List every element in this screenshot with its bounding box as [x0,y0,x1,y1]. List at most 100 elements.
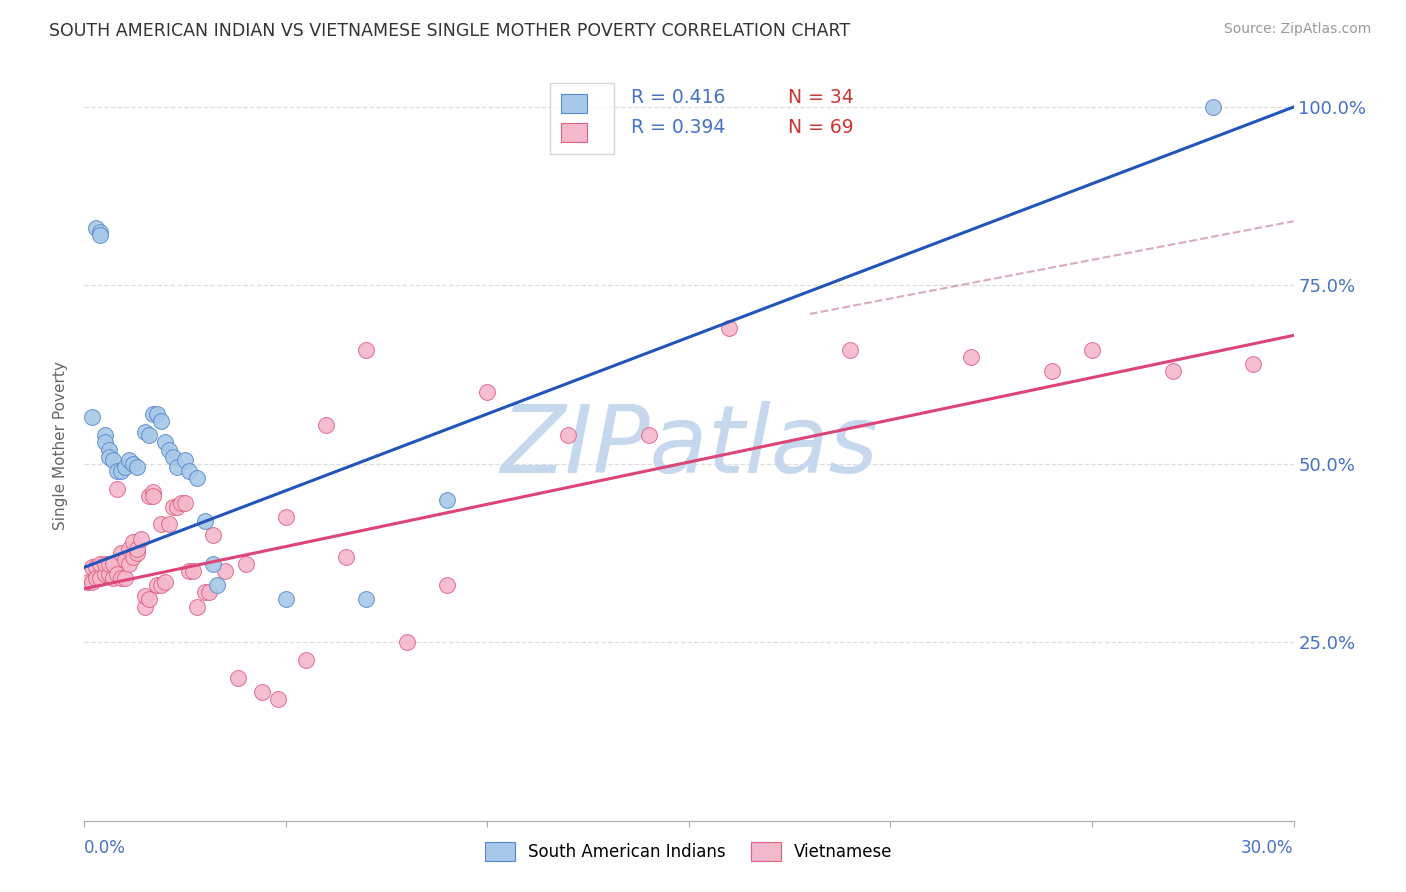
Point [557,428,579,442]
Point [134,599,156,614]
Text: R = 0.394: R = 0.394 [631,118,725,137]
Point [162,450,184,464]
Point [121,549,143,564]
Point [86,221,108,235]
Point [179,464,201,478]
Point [166,500,188,514]
Point [82,560,104,574]
Point [202,528,225,542]
Point [436,578,458,592]
Point [77,574,100,589]
Point [93,435,115,450]
Point [250,685,273,699]
Point [101,557,124,571]
Point [274,510,297,524]
Point [960,350,983,364]
Text: N = 34: N = 34 [789,88,853,107]
Point [194,514,217,528]
Point [274,592,297,607]
Point [295,653,318,667]
Point [186,471,208,485]
Point [86,571,108,585]
Point [82,410,104,425]
Text: SOUTH AMERICAN INDIAN VS VIETNAMESE SINGLE MOTHER POVERTY CORRELATION CHART: SOUTH AMERICAN INDIAN VS VIETNAMESE SING… [49,22,851,40]
Point [93,567,115,582]
Point [114,571,136,585]
Point [174,453,197,467]
Point [105,567,128,582]
Point [125,546,148,560]
Point [395,635,418,649]
Text: ZIPatlas: ZIPatlas [501,401,877,491]
Point [146,407,169,421]
Point [118,542,141,557]
Point [436,492,458,507]
Point [142,407,165,421]
Point [1241,357,1264,371]
Point [114,553,136,567]
Point [356,592,378,607]
Point [118,453,141,467]
Point [86,560,108,574]
Point [114,460,136,475]
Point [134,589,156,603]
Point [198,585,221,599]
Point [97,450,120,464]
Point [1040,364,1063,378]
Point [129,532,152,546]
Point [138,592,160,607]
Point [97,567,120,582]
Point [170,496,193,510]
Text: 30.0%: 30.0% [1241,839,1294,857]
Point [1161,364,1184,378]
Point [105,464,128,478]
Point [105,482,128,496]
Text: 0.0%: 0.0% [84,839,127,857]
Point [110,546,132,560]
Text: R = 0.416: R = 0.416 [631,88,725,107]
Point [89,228,111,243]
Text: Source: ZipAtlas.com: Source: ZipAtlas.com [1223,22,1371,37]
Point [1202,100,1225,114]
Point [637,428,659,442]
Point [89,571,111,585]
Point [110,464,132,478]
Point [138,428,160,442]
Point [142,489,165,503]
Point [110,571,132,585]
Point [125,460,148,475]
Point [174,496,197,510]
Point [181,564,204,578]
Point [162,500,184,514]
Point [179,564,201,578]
Point [477,385,499,400]
Point [226,671,249,685]
Point [97,442,120,457]
Point [149,414,172,428]
Point [157,517,180,532]
Point [121,457,143,471]
Point [207,578,229,592]
Point [166,460,188,475]
Point [157,442,180,457]
Point [142,485,165,500]
Point [125,542,148,557]
Point [89,225,111,239]
Point [356,343,378,357]
Point [186,599,208,614]
Point [118,557,141,571]
Point [153,435,176,450]
Point [134,425,156,439]
Point [718,321,741,335]
Point [194,585,217,599]
Point [214,564,236,578]
Point [138,489,160,503]
Point [93,557,115,571]
Point [89,557,111,571]
Y-axis label: Single Mother Poverty: Single Mother Poverty [53,361,69,531]
Point [146,578,169,592]
Point [121,535,143,549]
Point [1081,343,1104,357]
Point [267,692,290,706]
Point [82,574,104,589]
